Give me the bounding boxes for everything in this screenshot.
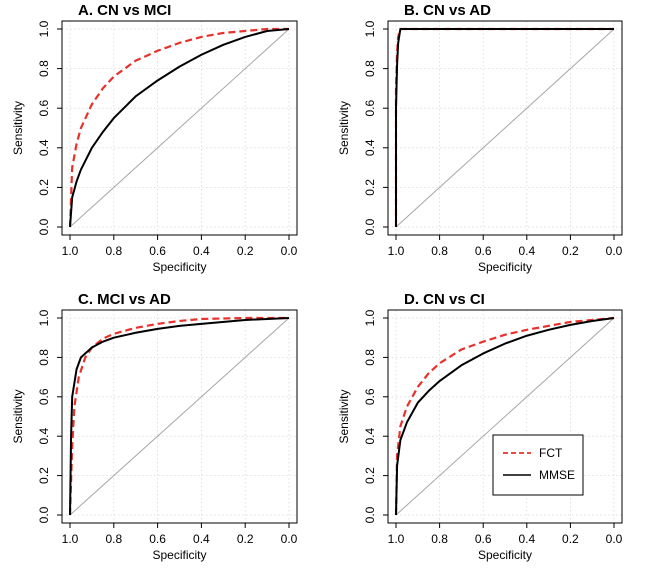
x-tick-label: 1.0 (62, 532, 79, 546)
y-tick-label: 0.8 (363, 60, 377, 77)
panel-title: C. MCI vs AD (78, 291, 171, 308)
y-tick-label: 0.6 (363, 388, 377, 405)
x-tick-label: 0.6 (149, 532, 166, 546)
x-axis-label: Specificity (478, 548, 532, 562)
y-tick-label: 0.0 (363, 506, 377, 523)
y-tick-label: 0.2 (37, 467, 51, 484)
y-tick-label: 1.0 (37, 20, 51, 37)
reference-diagonal (395, 317, 615, 516)
legend-label-mmse: MMSE (539, 468, 575, 482)
x-tick-label: 1.0 (388, 244, 405, 258)
y-axis-label: Sensitivity (337, 389, 351, 443)
y-tick-label: 0.6 (37, 100, 51, 117)
x-tick-label: 0.0 (606, 244, 623, 258)
panel-title: B. CN vs AD (404, 2, 491, 19)
roc-panel-2: 1.0 0.8 0.6 0.4 0.2 0.0 0.0 0.2 0.4 0.6 0.8 1.0 Spec… (337, 2, 623, 274)
y-tick-label: 0.2 (363, 467, 377, 484)
y-tick-label: 0.0 (37, 506, 51, 523)
series-line-mmse (69, 28, 290, 228)
x-tick-label: 0.4 (518, 532, 535, 546)
x-tick-label: 0.2 (237, 244, 254, 258)
y-tick-label: 0.4 (363, 139, 377, 156)
y-tick-label: 0.8 (37, 349, 51, 366)
y-tick-label: 0.6 (37, 388, 51, 405)
x-tick-label: 0.2 (562, 244, 579, 258)
x-tick-label: 0.8 (105, 532, 122, 546)
y-tick-label: 0.0 (37, 218, 51, 235)
y-tick-label: 1.0 (363, 20, 377, 37)
x-tick-label: 0.4 (518, 244, 535, 258)
x-tick-label: 0.8 (105, 244, 122, 258)
x-tick-label: 0.2 (562, 532, 579, 546)
y-tick-label: 1.0 (37, 309, 51, 326)
series-line-fct (68, 316, 289, 516)
x-axis-label: Specificity (478, 260, 532, 274)
y-tick-label: 0.2 (37, 179, 51, 196)
series-line-fct (394, 316, 615, 516)
reference-diagonal (69, 317, 290, 516)
x-tick-label: 1.0 (62, 244, 79, 258)
x-tick-label: 0.6 (475, 532, 492, 546)
x-tick-label: 1.0 (388, 532, 405, 546)
y-tick-label: 0.6 (363, 100, 377, 117)
x-tick-label: 0.0 (281, 244, 298, 258)
roc-panel-1: 1.0 0.8 0.6 0.4 0.2 0.0 0.0 0.2 0.4 0.6 0.8 1.0 Spec… (11, 2, 298, 274)
x-tick-label: 0.2 (237, 532, 254, 546)
reference-diagonal (69, 28, 290, 228)
plot-frame (61, 309, 298, 524)
series-line-mmse (395, 28, 614, 227)
x-tick-label: 0.4 (193, 532, 210, 546)
x-tick-label: 0.6 (149, 244, 166, 258)
x-tick-label: 0.4 (193, 244, 210, 258)
y-tick-label: 0.8 (37, 60, 51, 77)
legend-label-fct: FCT (539, 446, 563, 460)
series-line-fct (68, 27, 289, 228)
y-tick-label: 0.4 (37, 428, 51, 445)
x-tick-label: 0.8 (431, 532, 448, 546)
y-axis-label: Sensitivity (337, 101, 351, 155)
x-axis-label: Specificity (152, 260, 206, 274)
series-line-mmse (69, 317, 290, 516)
y-tick-label: 0.4 (363, 428, 377, 445)
legend-box (492, 434, 584, 496)
plot-frame (387, 309, 623, 524)
x-tick-label: 0.0 (606, 532, 623, 546)
y-tick-label: 0.2 (363, 179, 377, 196)
grid-lines (62, 21, 297, 235)
panel-title: A. CN vs MCI (78, 2, 171, 19)
roc-panel-4: 1.0 0.8 0.6 0.4 0.2 0.0 0.0 0.2 0.4 0.6 0.8 1.0 Spec… (337, 291, 623, 562)
roc-panel-3: 1.0 0.8 0.6 0.4 0.2 0.0 0.0 0.2 0.4 0.6 0.8 1.0 Spec… (11, 291, 298, 562)
series-line-mmse (395, 317, 615, 516)
y-axis-label: Sensitivity (11, 101, 25, 155)
x-axis-label: Specificity (152, 548, 206, 562)
panel-title: D. CN vs CI (404, 291, 485, 308)
y-tick-label: 0.4 (37, 139, 51, 156)
legend: FCT MMSE (492, 434, 584, 496)
plot-frame (387, 20, 623, 236)
x-tick-label: 0.6 (475, 244, 492, 258)
y-tick-label: 0.8 (363, 349, 377, 366)
y-axis-label: Sensitivity (11, 389, 25, 443)
x-tick-label: 0.8 (431, 244, 448, 258)
reference-diagonal (395, 28, 615, 228)
plot-frame (61, 20, 298, 236)
y-tick-label: 1.0 (363, 309, 377, 326)
y-tick-label: 0.0 (363, 218, 377, 235)
x-tick-label: 0.0 (281, 532, 298, 546)
